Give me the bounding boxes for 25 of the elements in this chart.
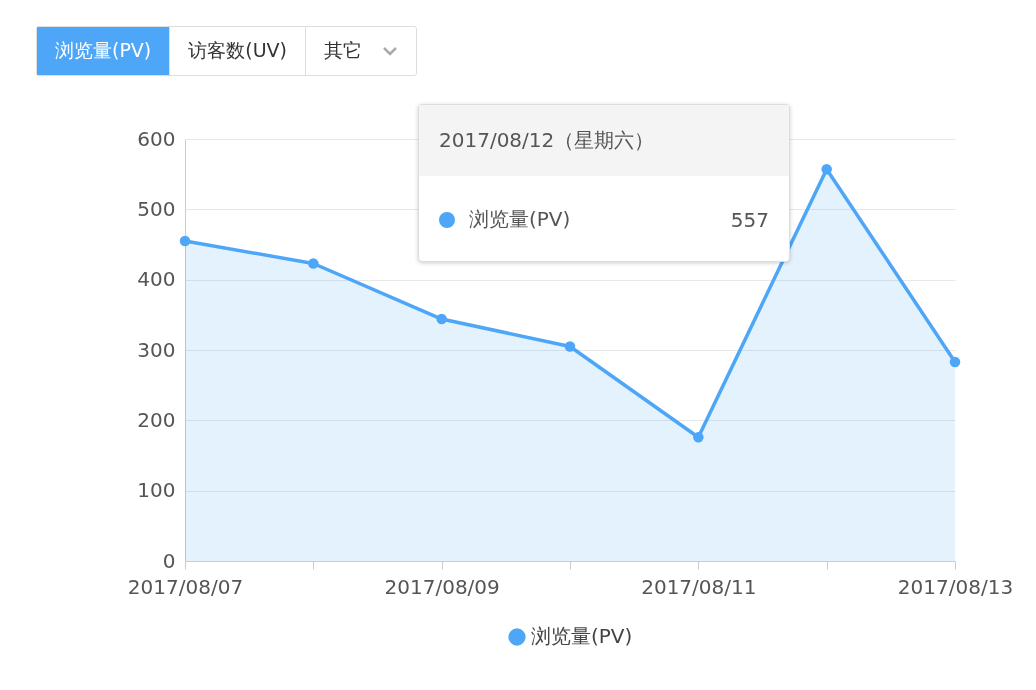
point xyxy=(308,258,319,269)
y-tick-label: 0 xyxy=(162,548,176,573)
text: 访客数(UV) xyxy=(169,27,306,75)
y-tick-label: 400 xyxy=(137,267,176,292)
text: 其它 xyxy=(305,27,417,75)
annotation: 2017/08/12（星期六） xyxy=(419,105,789,176)
annotation: 557 xyxy=(730,207,769,232)
tooltip-panel: 2017/08/12（星期六） 浏览量(PV) 557 xyxy=(418,104,790,262)
point xyxy=(693,431,704,443)
y-tick-label: 200 xyxy=(137,407,176,432)
y-tick-label: 600 xyxy=(137,126,176,151)
annotation: 浏览量(PV) xyxy=(469,206,571,233)
legend-label: 浏览量(PV) xyxy=(531,624,633,648)
point xyxy=(436,313,447,325)
point xyxy=(179,235,191,247)
y-tick-label: 500 xyxy=(137,196,176,221)
y-tick-label: 100 xyxy=(137,478,176,503)
text: 浏览量(PV) xyxy=(37,27,170,75)
point xyxy=(821,164,832,175)
x-tick-label: 2017/08/11 xyxy=(641,574,757,599)
x-tick-label: 2017/08/09 xyxy=(384,574,500,599)
x-tick-label: 2017/08/13 xyxy=(897,574,1014,599)
y-tick-label: 300 xyxy=(137,337,176,362)
x-tick-label: 2017/08/07 xyxy=(127,574,244,599)
point xyxy=(564,341,576,352)
